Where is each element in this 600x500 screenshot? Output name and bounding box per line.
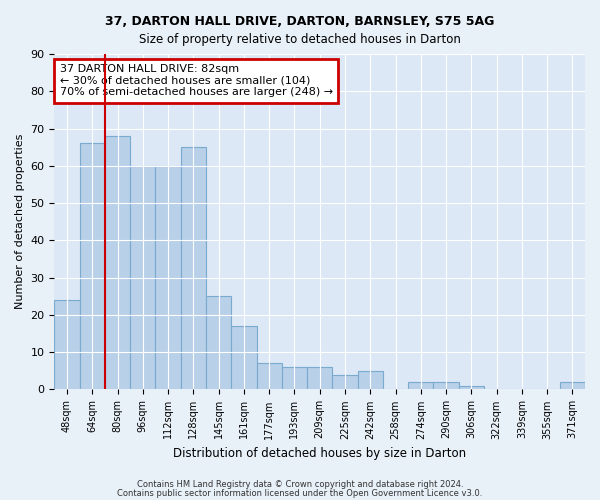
X-axis label: Distribution of detached houses by size in Darton: Distribution of detached houses by size … [173,447,466,460]
Y-axis label: Number of detached properties: Number of detached properties [15,134,25,310]
Bar [155,166,181,390]
Bar [332,374,358,390]
Text: Contains HM Land Registry data © Crown copyright and database right 2024.: Contains HM Land Registry data © Crown c… [137,480,463,489]
Bar [307,367,332,390]
Bar [408,382,433,390]
Bar [105,136,130,390]
Bar [231,326,257,390]
Text: Size of property relative to detached houses in Darton: Size of property relative to detached ho… [139,32,461,46]
Bar [181,147,206,390]
Bar [130,166,155,390]
Bar [55,300,80,390]
Bar [206,296,231,390]
Text: Contains public sector information licensed under the Open Government Licence v3: Contains public sector information licen… [118,488,482,498]
Bar [358,371,383,390]
Bar [257,364,282,390]
Text: 37, DARTON HALL DRIVE, DARTON, BARNSLEY, S75 5AG: 37, DARTON HALL DRIVE, DARTON, BARNSLEY,… [106,15,494,28]
Bar [560,382,585,390]
Bar [282,367,307,390]
Text: 37 DARTON HALL DRIVE: 82sqm
← 30% of detached houses are smaller (104)
70% of se: 37 DARTON HALL DRIVE: 82sqm ← 30% of det… [60,64,333,98]
Bar [458,386,484,390]
Bar [433,382,458,390]
Bar [80,144,105,390]
